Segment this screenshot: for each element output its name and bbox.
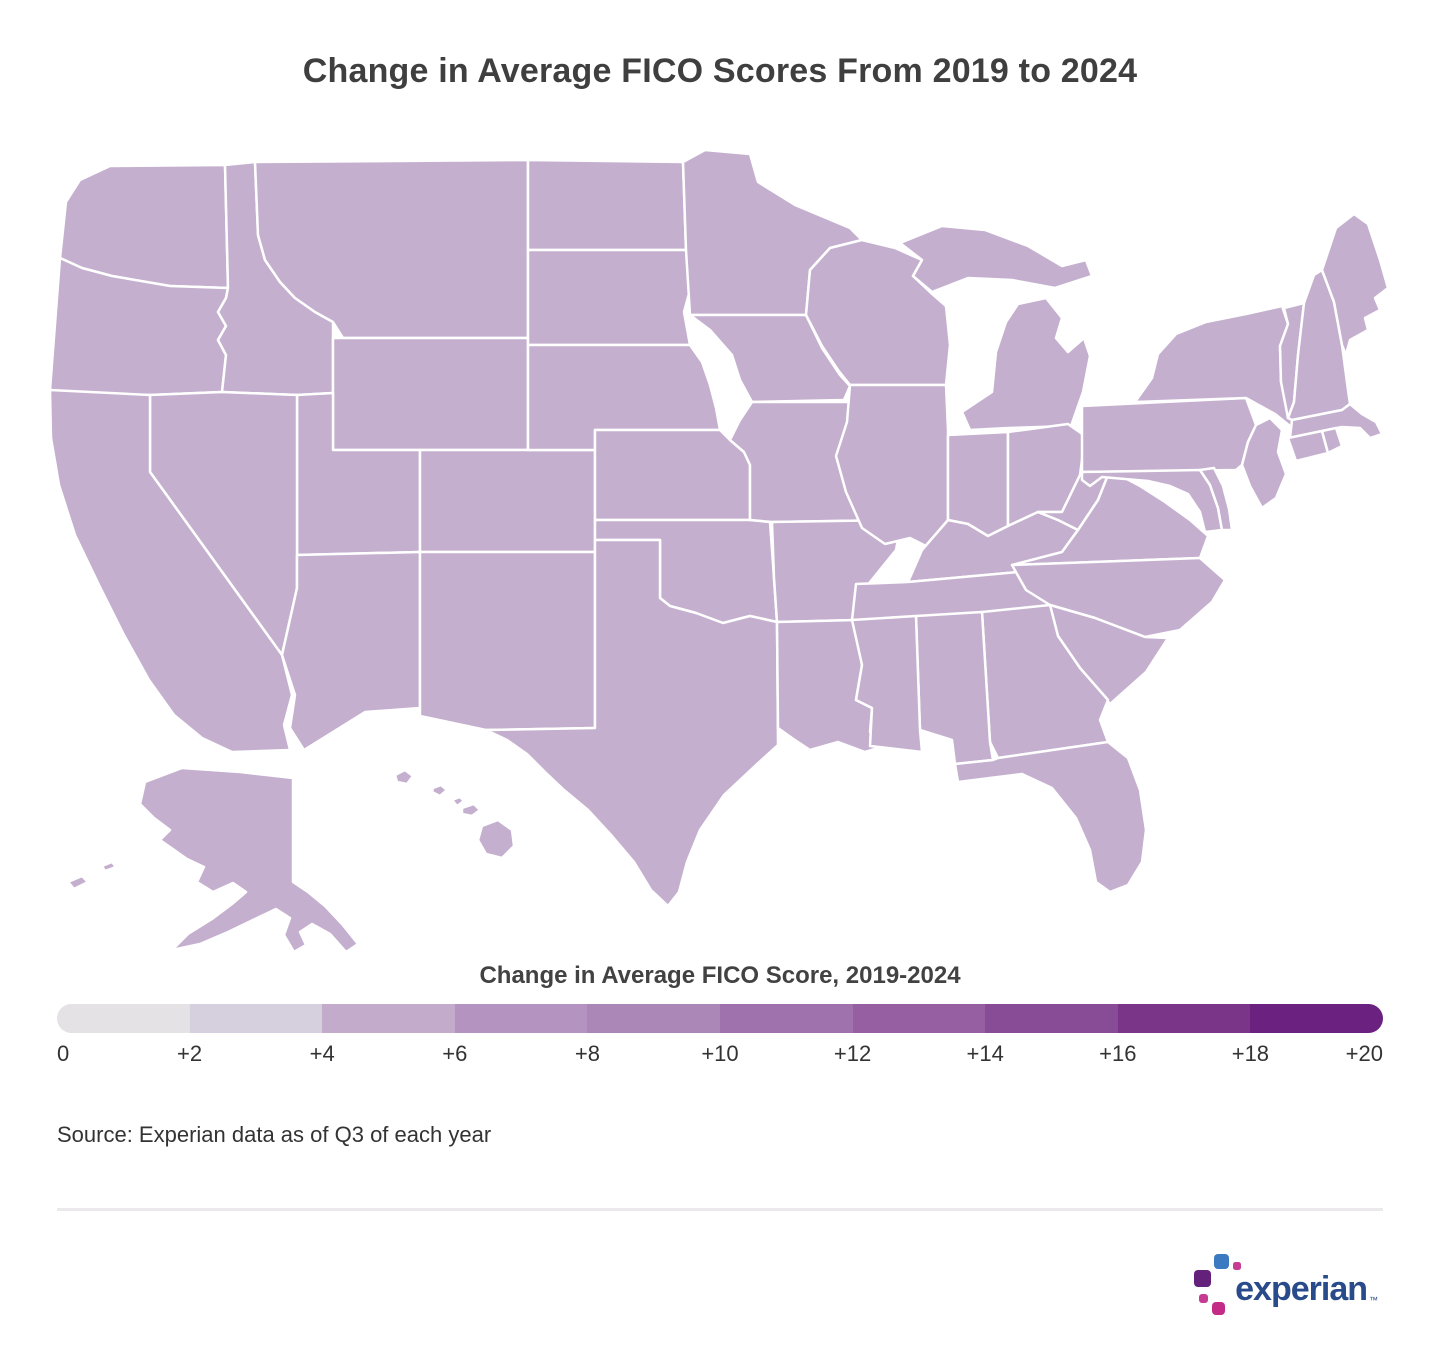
legend-tick-label: +4	[309, 1041, 335, 1066]
state-north-carolina[interactable]	[1010, 556, 1227, 639]
state-florida[interactable]	[953, 740, 1148, 894]
state-alabama[interactable]	[914, 610, 995, 766]
state-kansas[interactable]	[593, 428, 752, 522]
legend-segment	[322, 1004, 455, 1033]
state-maine[interactable]	[1320, 212, 1390, 357]
state-north-dakota[interactable]	[526, 158, 688, 252]
footer-divider	[57, 1208, 1383, 1211]
pink-dot-bottom-icon	[1199, 1294, 1209, 1303]
legend-tick-label: +10	[701, 1041, 739, 1066]
state-hawaii[interactable]	[393, 768, 516, 860]
state-virginia[interactable]	[1010, 468, 1210, 567]
state-indiana[interactable]	[946, 430, 1010, 538]
legend-title: Change in Average FICO Score, 2019-2024	[479, 962, 961, 989]
state-alaska[interactable]	[66, 766, 360, 954]
legend-tick-label: +8	[574, 1041, 600, 1066]
legend-segment	[719, 1004, 853, 1033]
legend-tick-label: +14	[966, 1041, 1004, 1066]
color-scale-legend: Change in Average FICO Score, 2019-2024 …	[57, 962, 1383, 1069]
legend-tick-labels: 0 +2 +4 +6 +8 +10 +12 +14 +16 +18 +20	[57, 1041, 1383, 1069]
state-colorado[interactable]	[418, 448, 597, 554]
us-map-svg	[50, 148, 1390, 954]
legend-tick-label: +20	[1345, 1041, 1383, 1066]
legend-tick-label: +18	[1231, 1041, 1270, 1066]
state-mississippi[interactable]	[850, 614, 924, 754]
state-wisconsin[interactable]	[804, 238, 952, 387]
legend-segment	[587, 1004, 720, 1033]
state-south-dakota[interactable]	[526, 248, 692, 347]
trademark-symbol: ™	[1369, 1295, 1378, 1305]
page-title: Change in Average FICO Scores From 2019 …	[302, 52, 1138, 90]
legend-segment	[189, 1004, 323, 1033]
state-illinois[interactable]	[834, 383, 950, 552]
blue-square-icon	[1214, 1254, 1230, 1269]
source-note: Source: Experian data as of Q3 of each y…	[57, 1122, 492, 1147]
purple-square-icon	[1194, 1270, 1212, 1287]
state-michigan[interactable]	[898, 224, 1094, 432]
legend-tick-label: +16	[1099, 1041, 1137, 1066]
state-texas[interactable]	[484, 538, 780, 908]
legend-tick-label: +6	[442, 1041, 468, 1066]
state-wyoming[interactable]	[331, 336, 530, 452]
state-georgia[interactable]	[980, 603, 1110, 760]
experian-logo: experian ™	[1192, 1252, 1378, 1316]
state-california[interactable]	[50, 388, 294, 754]
legend-segment	[1250, 1004, 1383, 1033]
magenta-square-icon	[1212, 1302, 1226, 1315]
state-new-jersey[interactable]	[1240, 416, 1288, 510]
legend-segment	[985, 1004, 1118, 1033]
legend-segment	[454, 1004, 588, 1033]
state-pennsylvania[interactable]	[1080, 396, 1258, 474]
state-arizona[interactable]	[280, 550, 422, 752]
legend-tick-label: +2	[177, 1041, 203, 1066]
legend-segment	[57, 1004, 190, 1033]
experian-logo-mark	[1192, 1254, 1242, 1316]
state-rhode-island[interactable]	[1320, 426, 1344, 455]
us-choropleth-map	[50, 140, 1390, 990]
pink-dot-top-icon	[1233, 1262, 1242, 1270]
state-delaware[interactable]	[1198, 466, 1234, 532]
legend-segment	[1117, 1004, 1251, 1033]
experian-wordmark: experian	[1235, 1270, 1368, 1308]
state-new-mexico[interactable]	[418, 550, 597, 732]
legend-tick-label: +12	[833, 1041, 872, 1066]
state-nebraska[interactable]	[526, 343, 722, 452]
legend-segment	[852, 1004, 986, 1033]
legend-tick-label: 0	[57, 1041, 70, 1066]
legend-gradient-bar	[57, 1004, 1383, 1033]
